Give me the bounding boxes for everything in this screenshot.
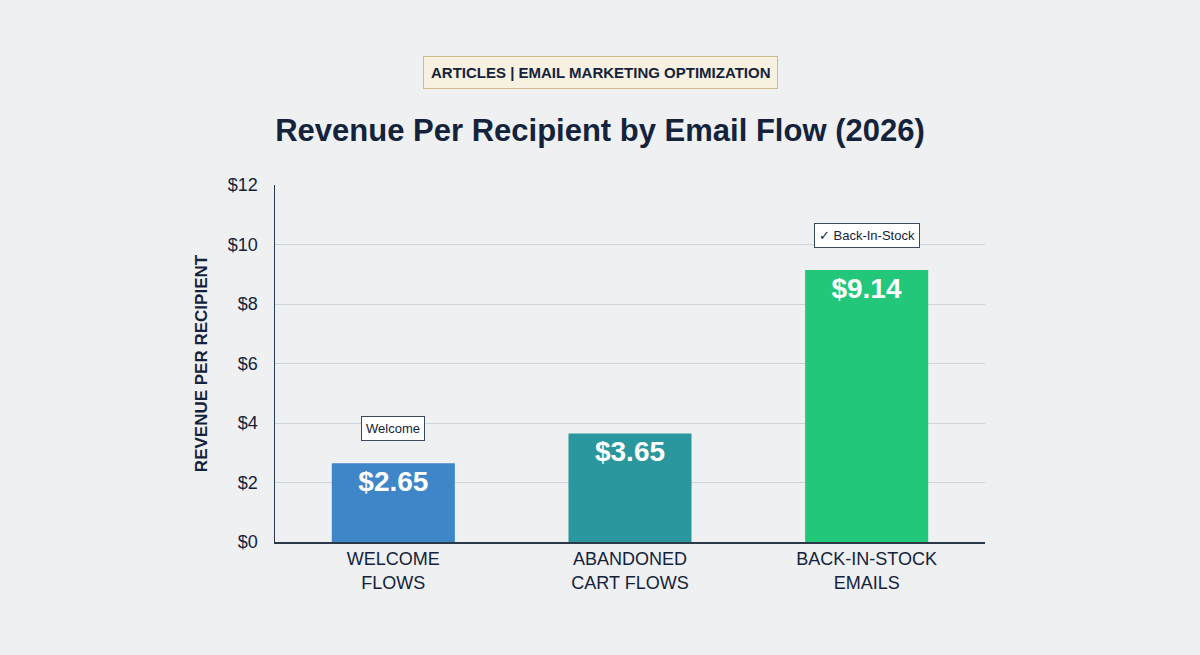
svg-text:$4: $4 [238,413,258,433]
svg-text:ARTICLES | EMAIL MARKETING OPT: ARTICLES | EMAIL MARKETING OPTIMIZATION [431,64,770,81]
svg-text:$10: $10 [228,235,258,255]
svg-text:REVENUE PER RECIPIENT: REVENUE PER RECIPIENT [192,254,211,472]
svg-text:Revenue Per Recipient by Email: Revenue Per Recipient by Email Flow (202… [275,113,925,148]
svg-text:$3.65: $3.65 [595,436,665,467]
svg-text:$6: $6 [238,354,258,374]
svg-text:$2.65: $2.65 [358,466,428,497]
svg-text:$2: $2 [238,473,258,493]
svg-text:✓ Back-In-Stock: ✓ Back-In-Stock [819,228,915,243]
svg-text:ABANDONEDCART FLOWS: ABANDONEDCART FLOWS [571,549,688,592]
svg-text:$8: $8 [238,294,258,314]
svg-text:$0: $0 [238,532,258,552]
svg-text:WELCOMEFLOWS: WELCOMEFLOWS [347,549,440,592]
svg-text:$9.14: $9.14 [831,273,901,304]
svg-text:BACK-IN-STOCKEMAILS: BACK-IN-STOCKEMAILS [796,549,937,592]
svg-text:$12: $12 [228,175,258,195]
svg-text:Welcome: Welcome [366,421,420,436]
